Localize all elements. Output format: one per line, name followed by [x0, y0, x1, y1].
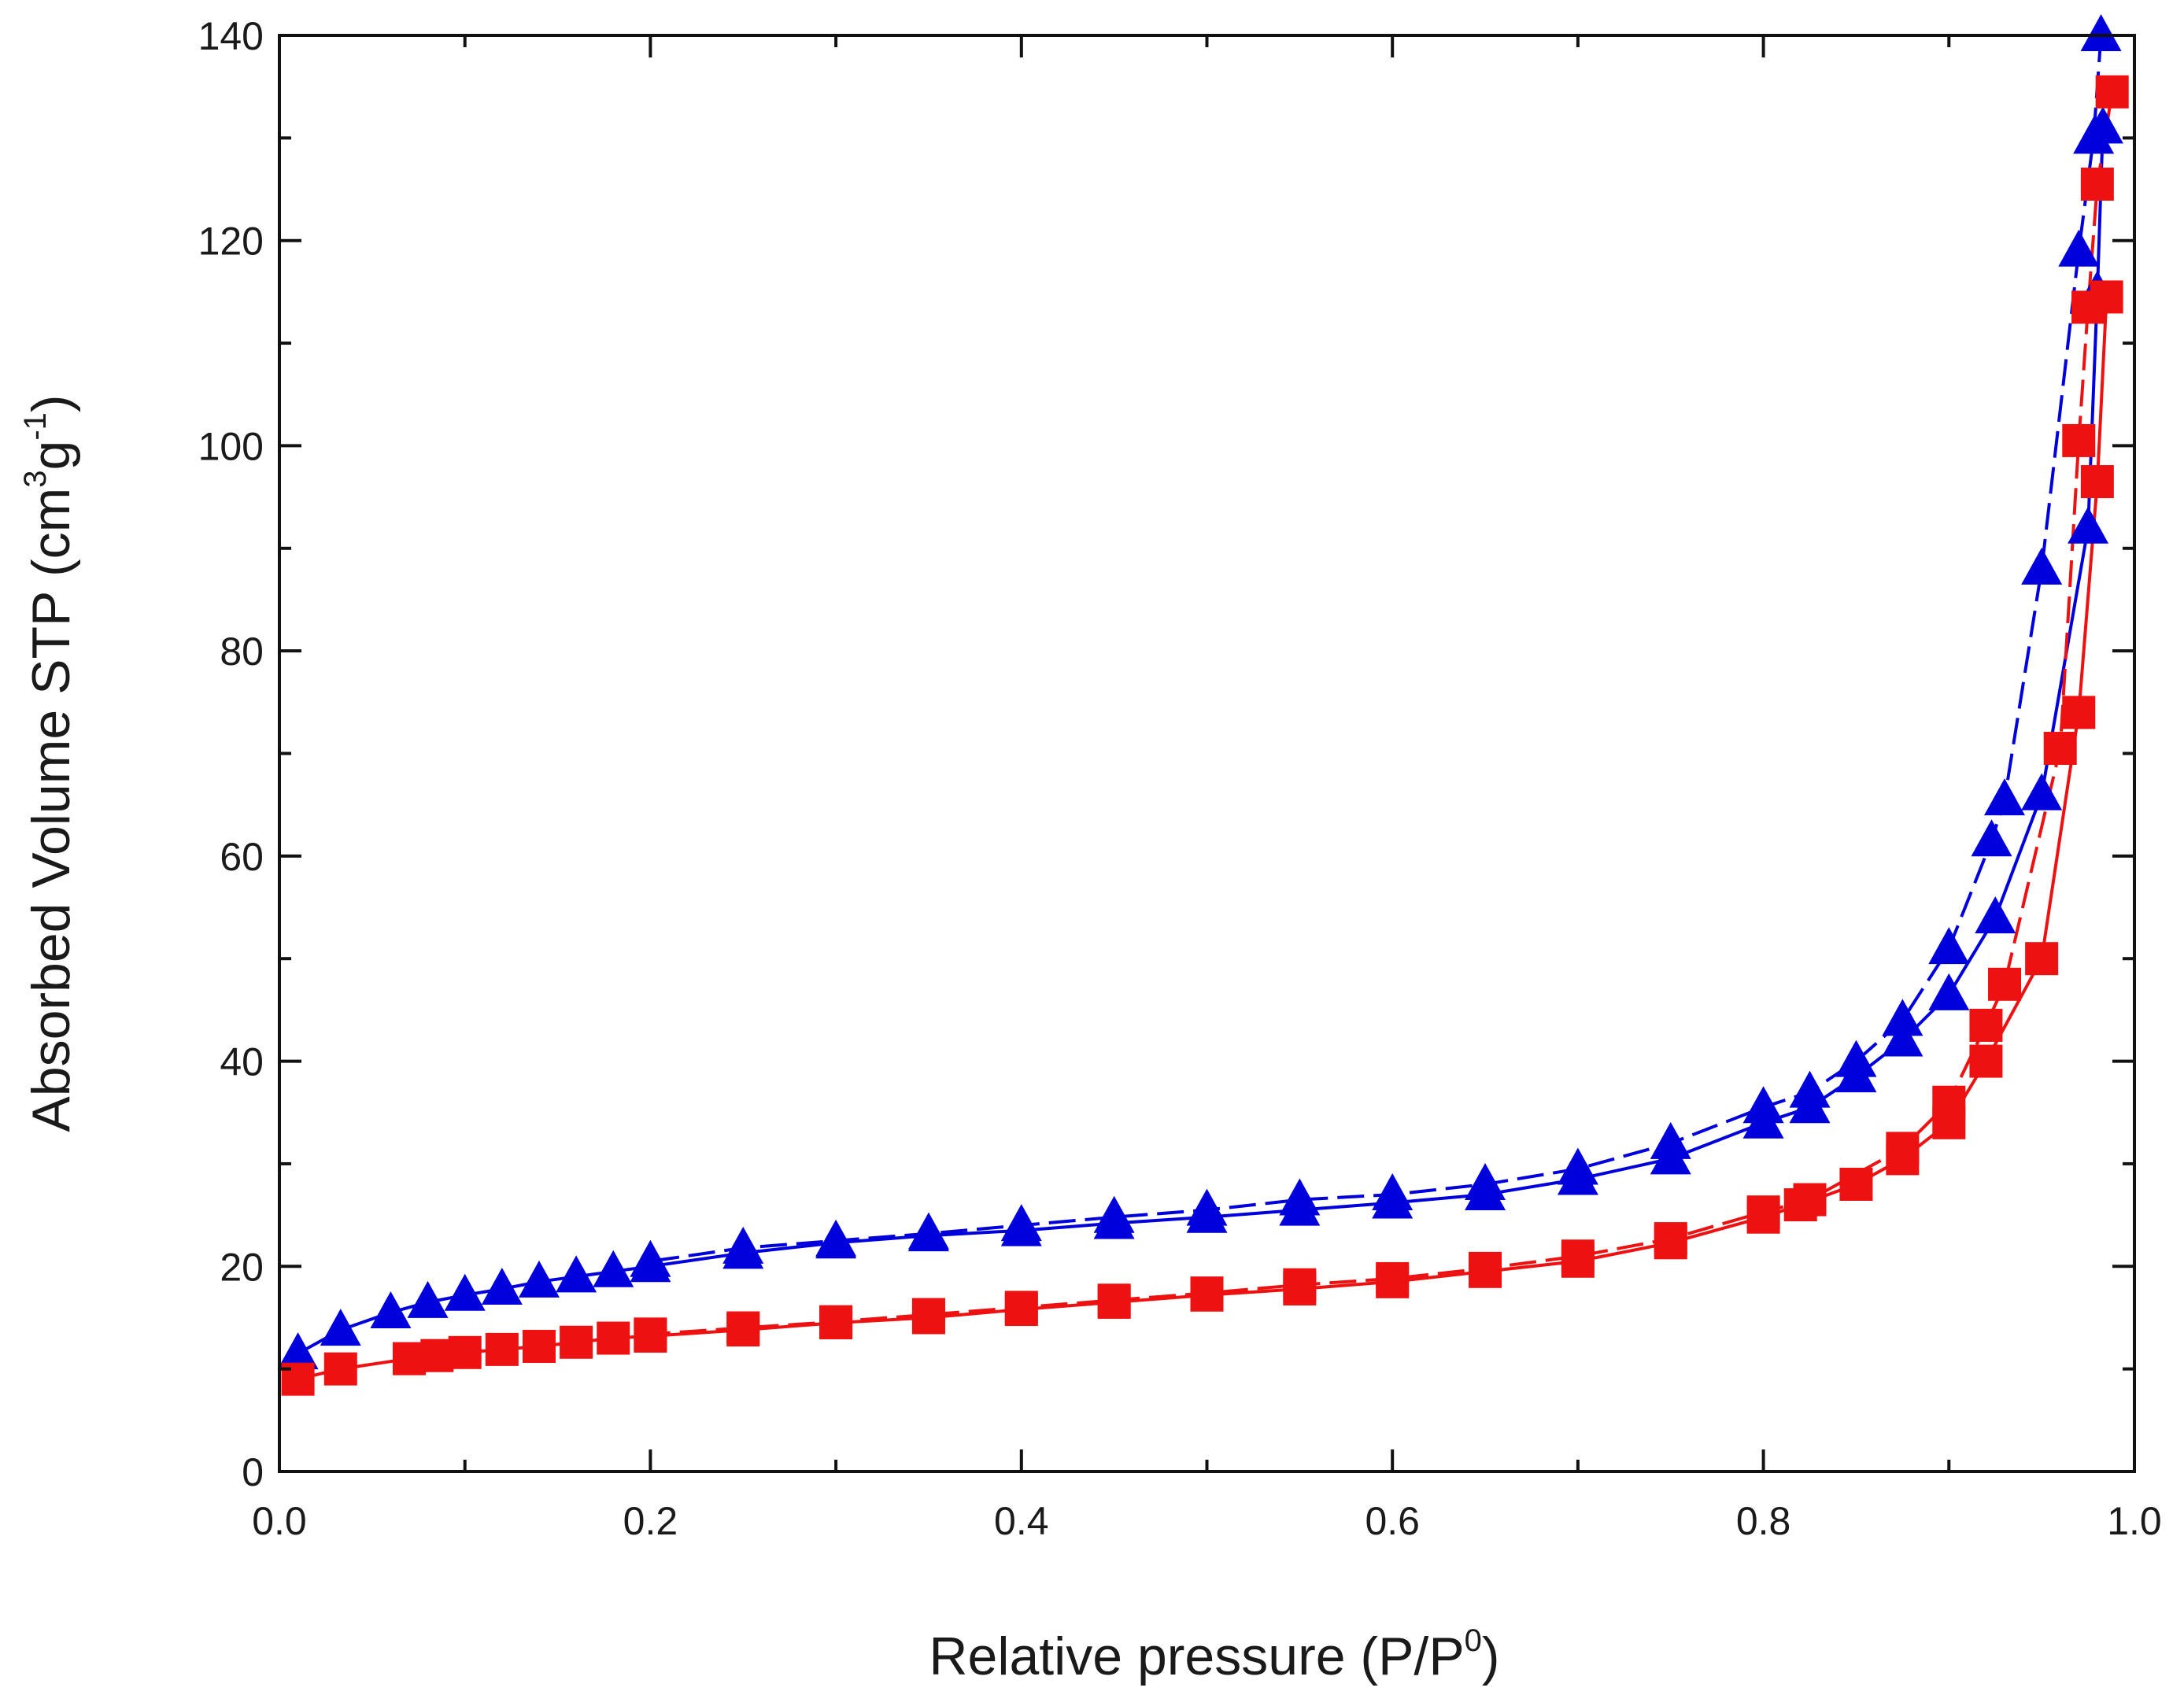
- blue-desorption-point: [1835, 1039, 1877, 1077]
- red-desorption-point: [2071, 290, 2105, 324]
- red-desorption-point: [726, 1311, 760, 1345]
- blue-adsorption-point: [277, 1332, 319, 1370]
- red-desorption-point: [1190, 1276, 1224, 1310]
- plot-frame: [278, 34, 2136, 1473]
- red-adsorption-point: [485, 1332, 519, 1366]
- red-desorption-point: [634, 1317, 667, 1351]
- red-desorption-point: [1746, 1195, 1780, 1229]
- red-desorption-point: [1654, 1222, 1687, 1256]
- red-adsorption-point: [560, 1325, 593, 1359]
- blue-adsorption-point: [518, 1260, 560, 1298]
- x-tick-label: 1.0: [2107, 1499, 2162, 1543]
- blue-adsorption-point: [407, 1280, 449, 1318]
- blue-desorption-point: [1928, 927, 1970, 965]
- red-desorption-point: [1004, 1291, 1038, 1324]
- red-adsorption-point: [448, 1335, 482, 1369]
- red-desorption-point: [1793, 1183, 1827, 1217]
- y-tick-label: 60: [220, 835, 264, 879]
- blue-desorption-point: [1742, 1086, 1784, 1124]
- blue-adsorption-point: [556, 1255, 597, 1293]
- y-tick-label: 40: [220, 1040, 264, 1084]
- red-adsorption-point: [2080, 465, 2114, 499]
- blue-desorption-point: [1000, 1204, 1042, 1242]
- red-adsorption-point: [392, 1342, 426, 1376]
- red-adsorption-point: [420, 1339, 454, 1372]
- red-adsorption-point: [323, 1352, 357, 1386]
- red-desorption-point: [1283, 1268, 1317, 1302]
- red-desorption-point: [1932, 1085, 1966, 1119]
- blue-desorption-point: [1372, 1173, 1414, 1211]
- blue-adsorption-point: [320, 1309, 361, 1346]
- blue-desorption-point: [907, 1212, 949, 1250]
- blue-adsorption-line: [297, 127, 2105, 1355]
- x-tick-label: 0.2: [623, 1499, 678, 1543]
- blue-desorption-point: [1984, 778, 2026, 816]
- red-desorption-point: [911, 1298, 945, 1331]
- y-tick-label: 120: [198, 220, 264, 264]
- red-desorption-point: [1988, 967, 2022, 1001]
- red-adsorption-point: [1969, 1044, 2003, 1078]
- blue-desorption-point: [1971, 819, 2012, 857]
- x-tick-label: 0.8: [1736, 1499, 1791, 1543]
- blue-adsorption-point: [1928, 973, 1970, 1010]
- blue-adsorption-point: [1975, 896, 2016, 934]
- blue-desorption-point: [2058, 229, 2100, 267]
- blue-desorption-point: [722, 1226, 764, 1264]
- blue-desorption-point: [1093, 1195, 1135, 1233]
- y-axis-title: Absorbed Volume STP (cm3g-1): [18, 394, 81, 1132]
- red-adsorption-point: [522, 1329, 556, 1363]
- blue-adsorption-point: [2021, 773, 2063, 811]
- red-adsorption-point: [597, 1321, 630, 1355]
- x-tick-label: 0.0: [252, 1499, 307, 1543]
- red-desorption-point: [1561, 1239, 1595, 1273]
- blue-desorption-point: [1465, 1163, 1506, 1200]
- red-desorption-point: [2095, 75, 2129, 109]
- x-tick-label: 0.4: [994, 1499, 1049, 1543]
- red-adsorption-point: [1839, 1168, 1873, 1201]
- blue-adsorption-point: [593, 1250, 634, 1287]
- blue-desorption-point: [815, 1219, 857, 1257]
- blue-desorption-point: [1186, 1188, 1228, 1226]
- blue-adsorption-point: [444, 1273, 486, 1311]
- red-desorption-point: [1469, 1251, 1502, 1285]
- red-adsorption-point: [2062, 696, 2096, 729]
- red-desorption-point: [1097, 1283, 1131, 1317]
- blue-desorption-point: [1557, 1147, 1598, 1185]
- red-desorption-point: [2043, 731, 2077, 765]
- blue-desorption-point: [630, 1239, 671, 1277]
- y-tick-label: 140: [198, 14, 264, 58]
- red-desorption-point: [819, 1305, 853, 1339]
- y-tick-label: 20: [220, 1245, 264, 1289]
- red-desorption-point: [1969, 1008, 2003, 1042]
- red-adsorption-point: [2025, 942, 2059, 976]
- red-desorption-point: [1886, 1132, 1920, 1165]
- blue-desorption-point: [1279, 1178, 1321, 1216]
- x-tick-label: 0.6: [1365, 1499, 1420, 1543]
- red-desorption-point: [2080, 168, 2114, 201]
- blue-desorption-point: [2021, 547, 2063, 585]
- blue-desorption-point: [2073, 116, 2115, 154]
- y-tick-label: 0: [242, 1450, 264, 1494]
- blue-adsorption-point: [2068, 506, 2109, 544]
- y-tick-label: 100: [198, 424, 264, 468]
- blue-adsorption-point: [481, 1267, 523, 1305]
- red-desorption-point: [1376, 1261, 1410, 1295]
- blue-desorption-point: [1882, 999, 1923, 1036]
- tick-labels: 0.0 0.2 0.4 0.6 0.8 1.0 0 20 40 60 80 100 120 140: [198, 14, 2162, 1543]
- y-tick-label: 80: [220, 630, 264, 674]
- series-markers: [277, 14, 2129, 1396]
- blue-desorption-point: [1650, 1121, 1691, 1159]
- blue-desorption-point: [2080, 14, 2122, 51]
- x-axis-title: Relative pressure (P/P0): [929, 1623, 1499, 1686]
- blue-adsorption-point: [1882, 1019, 1923, 1057]
- blue-desorption-point: [1789, 1070, 1831, 1108]
- blue-desorption-line: [650, 35, 2103, 1263]
- axes: [278, 34, 2136, 1473]
- red-desorption-point: [2062, 423, 2096, 457]
- blue-adsorption-point: [370, 1291, 412, 1328]
